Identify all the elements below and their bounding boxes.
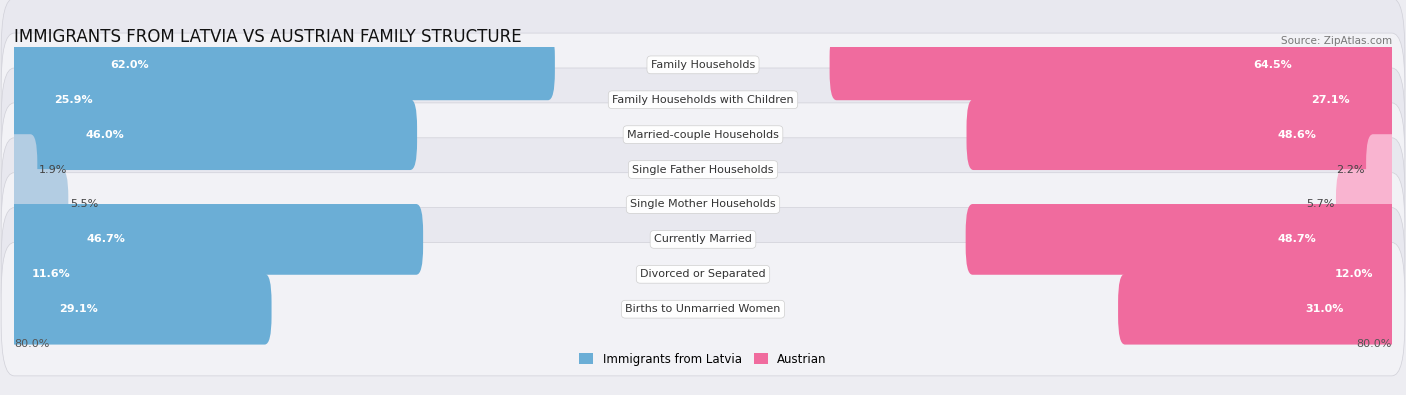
FancyBboxPatch shape	[1282, 239, 1399, 310]
FancyBboxPatch shape	[7, 169, 69, 240]
FancyBboxPatch shape	[830, 30, 1399, 100]
Text: 48.6%: 48.6%	[1278, 130, 1316, 140]
Text: 27.1%: 27.1%	[1312, 95, 1350, 105]
FancyBboxPatch shape	[7, 134, 38, 205]
Text: Family Households with Children: Family Households with Children	[612, 95, 794, 105]
Text: 48.7%: 48.7%	[1278, 234, 1316, 245]
FancyBboxPatch shape	[7, 204, 423, 275]
Text: 12.0%: 12.0%	[1334, 269, 1374, 279]
FancyBboxPatch shape	[1, 243, 1405, 376]
FancyBboxPatch shape	[1, 103, 1405, 236]
Text: Single Mother Households: Single Mother Households	[630, 199, 776, 209]
FancyBboxPatch shape	[7, 30, 555, 100]
FancyBboxPatch shape	[1367, 134, 1399, 205]
Text: Married-couple Households: Married-couple Households	[627, 130, 779, 140]
FancyBboxPatch shape	[1336, 169, 1399, 240]
Text: 46.7%: 46.7%	[86, 234, 125, 245]
Text: Births to Unmarried Women: Births to Unmarried Women	[626, 304, 780, 314]
FancyBboxPatch shape	[1152, 64, 1399, 135]
Text: 5.7%: 5.7%	[1306, 199, 1334, 209]
Text: 31.0%: 31.0%	[1306, 304, 1344, 314]
FancyBboxPatch shape	[966, 99, 1399, 170]
FancyBboxPatch shape	[1, 68, 1405, 201]
Text: IMMIGRANTS FROM LATVIA VS AUSTRIAN FAMILY STRUCTURE: IMMIGRANTS FROM LATVIA VS AUSTRIAN FAMIL…	[14, 28, 522, 46]
Text: 25.9%: 25.9%	[55, 95, 93, 105]
FancyBboxPatch shape	[7, 64, 245, 135]
FancyBboxPatch shape	[1, 0, 1405, 132]
FancyBboxPatch shape	[1, 33, 1405, 166]
Text: Source: ZipAtlas.com: Source: ZipAtlas.com	[1281, 36, 1392, 46]
Text: 64.5%: 64.5%	[1253, 60, 1292, 70]
FancyBboxPatch shape	[966, 204, 1399, 275]
Text: 29.1%: 29.1%	[59, 304, 98, 314]
FancyBboxPatch shape	[7, 99, 418, 170]
FancyBboxPatch shape	[7, 239, 121, 310]
Text: 1.9%: 1.9%	[39, 165, 67, 175]
Text: Single Father Households: Single Father Households	[633, 165, 773, 175]
FancyBboxPatch shape	[1, 208, 1405, 341]
Legend: Immigrants from Latvia, Austrian: Immigrants from Latvia, Austrian	[579, 353, 827, 366]
Text: Currently Married: Currently Married	[654, 234, 752, 245]
FancyBboxPatch shape	[1, 173, 1405, 306]
Text: Divorced or Separated: Divorced or Separated	[640, 269, 766, 279]
Text: 80.0%: 80.0%	[1357, 339, 1392, 349]
Text: 46.0%: 46.0%	[86, 130, 124, 140]
Text: 11.6%: 11.6%	[32, 269, 70, 279]
Text: 2.2%: 2.2%	[1336, 165, 1364, 175]
FancyBboxPatch shape	[7, 274, 271, 344]
Text: 62.0%: 62.0%	[110, 60, 149, 70]
FancyBboxPatch shape	[1118, 274, 1399, 344]
Text: 5.5%: 5.5%	[70, 199, 98, 209]
Text: Family Households: Family Households	[651, 60, 755, 70]
Text: 80.0%: 80.0%	[14, 339, 49, 349]
FancyBboxPatch shape	[1, 138, 1405, 271]
